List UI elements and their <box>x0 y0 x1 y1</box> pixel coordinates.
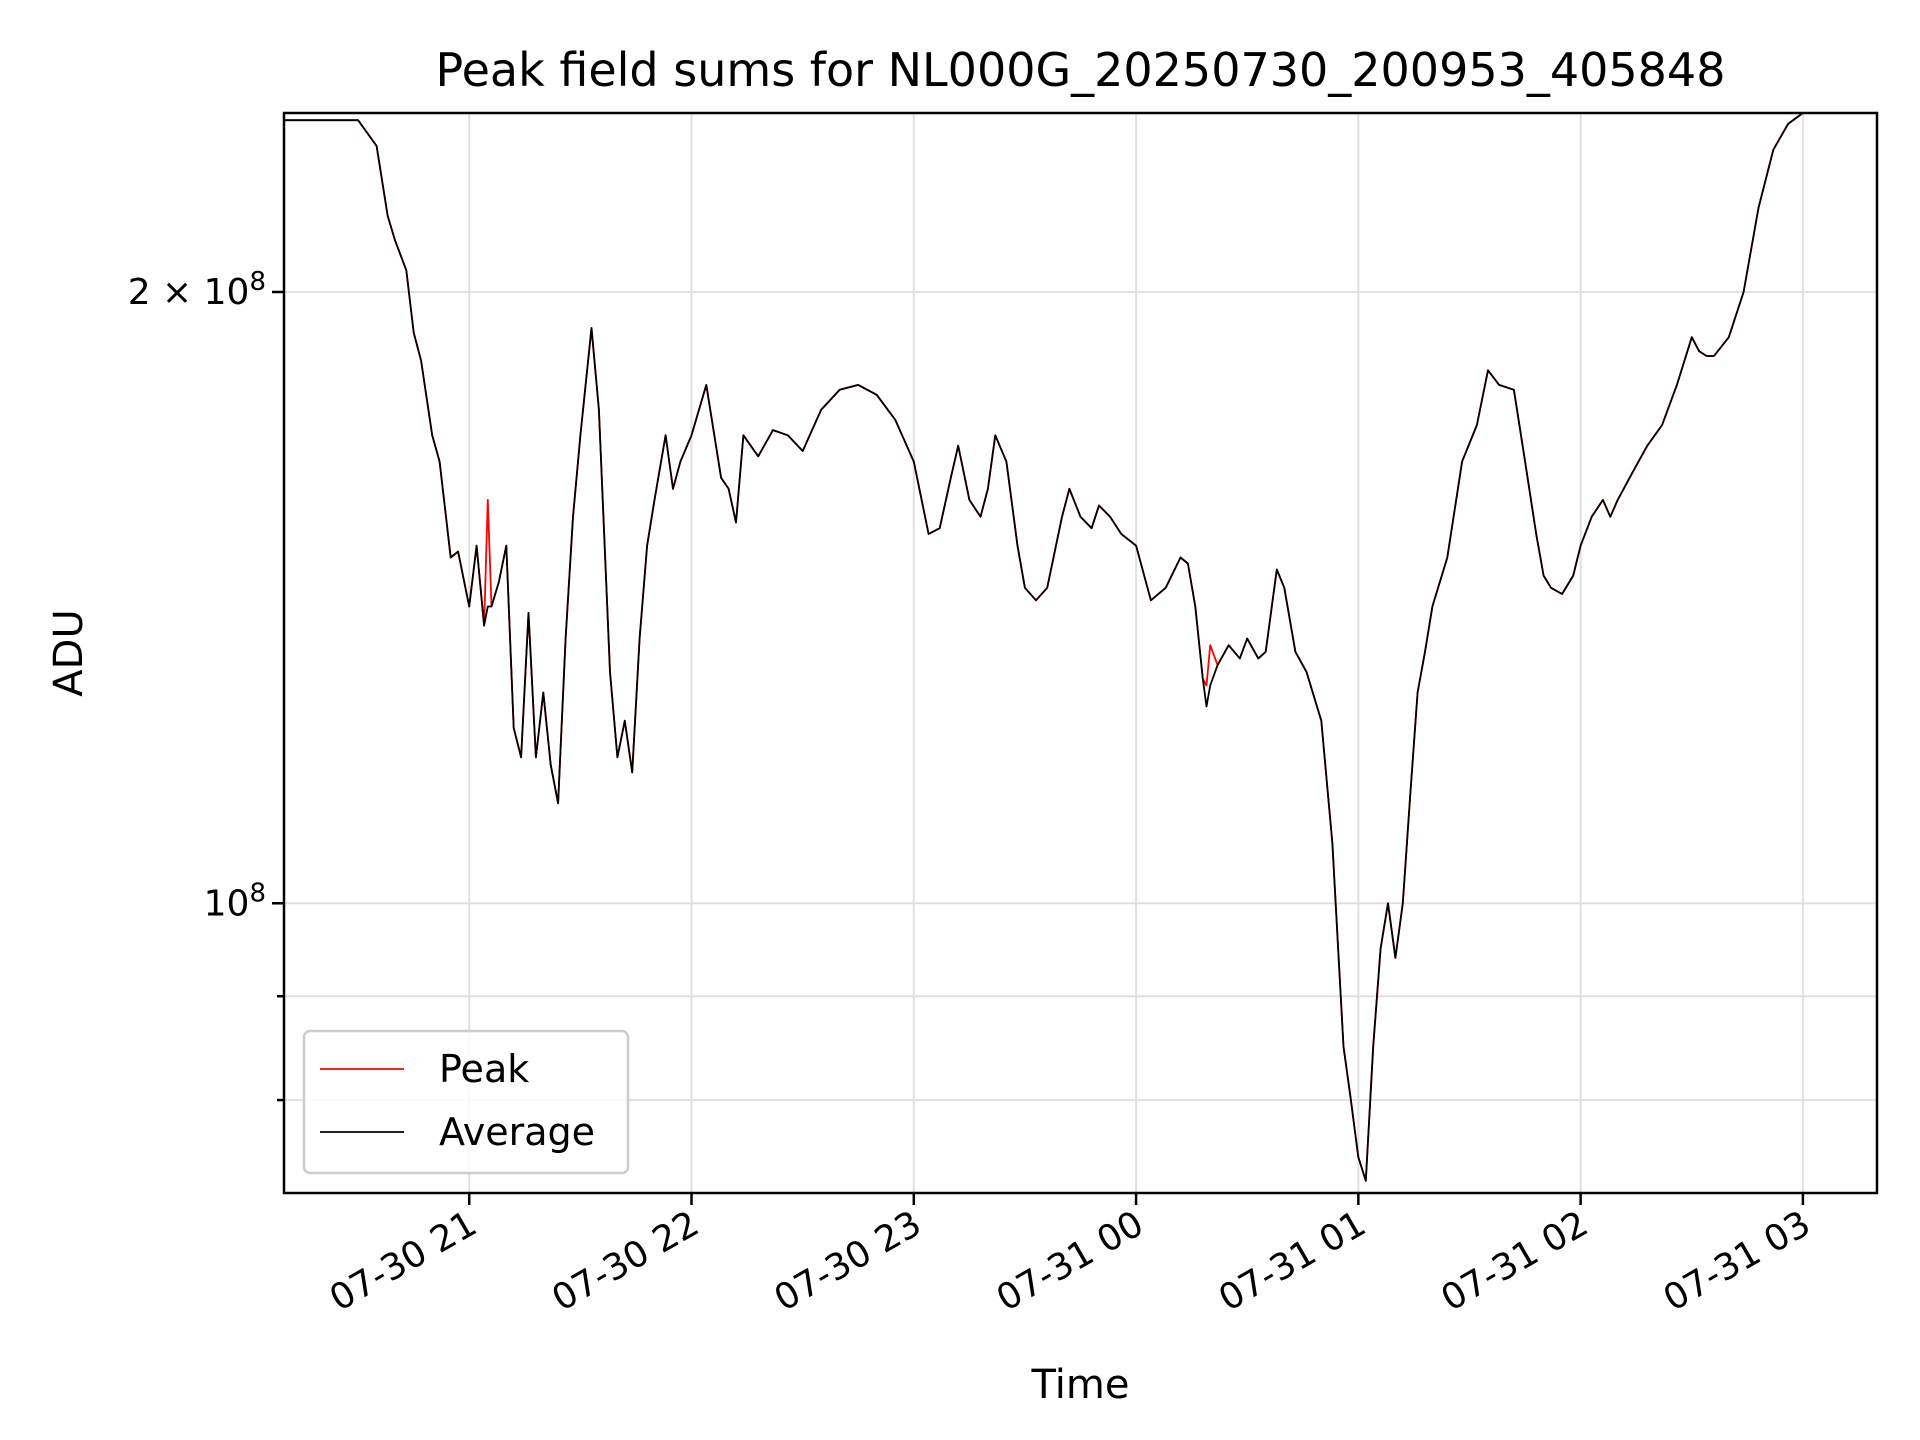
x-axis-label: Time <box>1031 1362 1130 1408</box>
legend-box <box>302 1029 630 1175</box>
y-tick-label: 108 <box>204 878 266 924</box>
y-axis-label: ADU <box>46 609 92 696</box>
y-tick-label: 2 × 108 <box>128 267 266 313</box>
plot-frame <box>282 111 1879 1195</box>
chart-title: Peak field sums for NL000G_20250730_2009… <box>436 43 1726 97</box>
legend-label-peak: Peak <box>439 1047 529 1091</box>
series-group <box>284 112 1877 1182</box>
series-line-average <box>284 112 1877 1182</box>
legend: Peak Average <box>302 1029 630 1175</box>
legend-label-average: Average <box>439 1110 595 1154</box>
